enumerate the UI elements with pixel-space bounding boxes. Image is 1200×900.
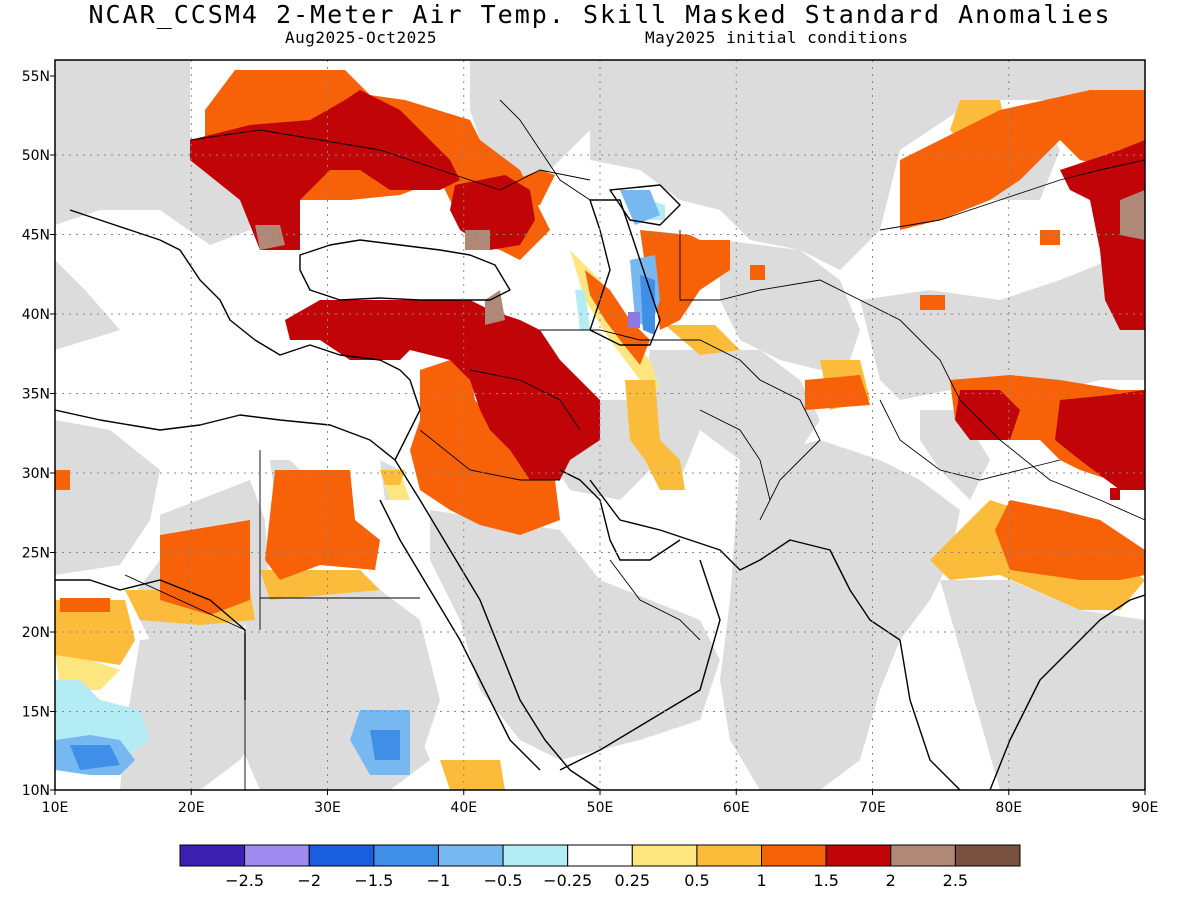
lat-label: 35N [22,387,50,403]
colorbar-label: −1 [427,871,451,890]
colorbar-label: −0.25 [543,871,592,890]
lat-label: 10N [22,783,50,799]
lon-label: 10E [42,800,69,816]
lon-label: 90E [1132,800,1159,816]
colorbar-swatch [825,844,892,867]
colorbar-swatch [954,844,1021,867]
colorbar-swatch [696,844,763,867]
gridlines [55,60,1145,790]
colorbar: −2.5 −2 −1.5 −1 −0.5 −0.25 0.25 0.5 1 1.5 2 2.5 [179,844,1021,890]
colorbar-swatch [437,844,504,867]
lon-label: 40E [450,800,477,816]
latitude-axis: 55N 50N 45N 40N 35N 30N 25N 20N 15N 10N [22,69,55,799]
map-area [55,60,1145,790]
map-title: NCAR_CCSM4 2-Meter Air Temp. Skill Maske… [88,0,1112,29]
lat-label: 50N [22,148,50,164]
colorbar-label: 1.5 [813,871,838,890]
colorbar-label: 2.5 [943,871,968,890]
lat-label: 15N [22,705,50,721]
lon-label: 30E [314,800,341,816]
country-borders [124,99,1145,790]
anomaly-neg-1-1.5 [70,275,655,770]
colorbar-swatch [631,844,698,867]
colorbar-swatch [244,844,310,867]
lon-label: 80E [995,800,1022,816]
lat-label: 45N [22,228,50,244]
forecast-period: Aug2025-Oct2025 [285,28,437,47]
lon-label: 70E [859,800,886,816]
colorbar-swatch [761,844,827,867]
colorbar-label: 0.25 [614,871,650,890]
colorbar-swatch [567,844,633,867]
colorbar-label: 2 [886,871,896,890]
colorbar-label: −0.5 [484,871,523,890]
initial-conditions: May2025 initial conditions [645,28,909,47]
lon-label: 60E [723,800,750,816]
lat-label: 20N [22,625,50,641]
colorbar-label: −2 [297,871,321,890]
lat-label: 55N [22,69,50,85]
colorbar-label: −1.5 [354,871,393,890]
colorbar-swatch [308,844,375,867]
colorbar-label: −2.5 [225,871,264,890]
lat-label: 40N [22,307,50,323]
anomaly-neg-1.5-2 [628,312,640,328]
colorbar-swatch [502,844,569,867]
coastlines [55,184,1145,790]
colorbar-swatch [890,844,956,867]
colorbar-label: 0.5 [684,871,709,890]
lat-label: 25N [22,546,50,562]
lat-label: 30N [22,466,50,482]
colorbar-swatch [179,844,246,867]
colorbar-label: 1 [756,871,766,890]
colorbar-swatch [373,844,439,867]
lon-label: 20E [178,800,205,816]
lon-label: 50E [587,800,614,816]
longitude-axis: 10E 20E 30E 40E 50E 60E 70E 80E 90E [42,790,1159,816]
